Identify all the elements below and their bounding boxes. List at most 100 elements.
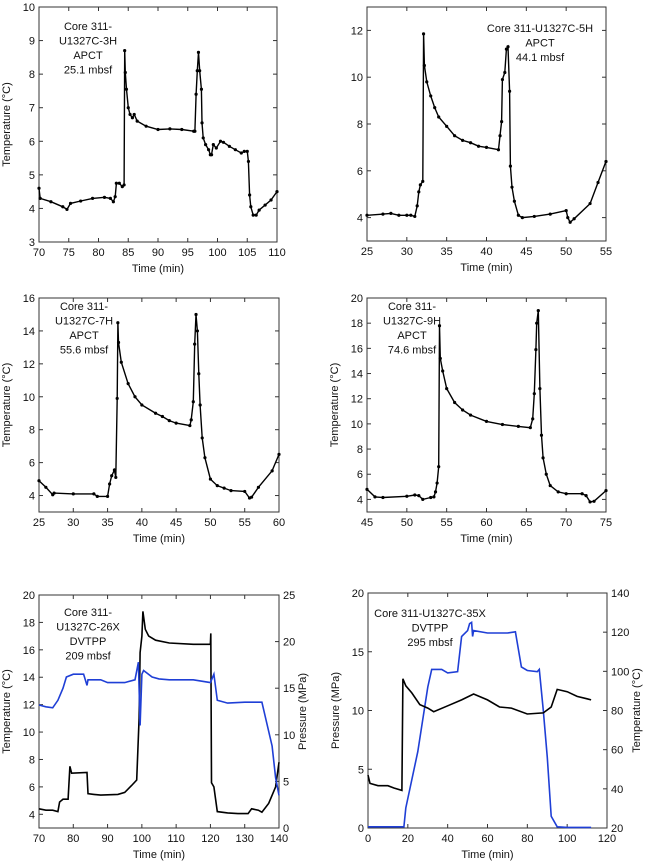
data-point <box>516 213 520 217</box>
data-point <box>227 144 231 148</box>
data-point <box>114 475 118 480</box>
data-point <box>112 468 117 472</box>
data-point <box>52 491 56 495</box>
data-point <box>167 419 171 423</box>
x-tick-label: 30 <box>67 517 79 529</box>
data-point <box>508 164 512 168</box>
data-point <box>421 179 425 183</box>
y-tick-label: 10 <box>23 392 35 404</box>
core-annotation: Core 311- <box>388 301 436 313</box>
y-tick-label: 8 <box>357 119 363 131</box>
data-point <box>270 469 274 473</box>
data-point <box>214 146 218 150</box>
series-line-1 <box>366 310 607 503</box>
chart-panel-1: 70 75 80 85 90 95 100 105 110 3 4 5 6 7 8 9 10 Time (min)… <box>1 2 286 275</box>
data-point <box>269 198 273 202</box>
y-tick-label: 5 <box>358 764 364 776</box>
data-point <box>113 195 117 199</box>
data-point <box>572 217 576 221</box>
core-annotation: DVTPP <box>412 623 449 635</box>
data-point <box>504 47 509 51</box>
core-annotation: Core 311- <box>64 607 112 619</box>
data-point <box>116 340 121 345</box>
data-point <box>277 452 281 456</box>
x-tick-label: 0 <box>365 833 371 845</box>
data-point <box>592 499 596 503</box>
data-point <box>429 94 433 98</box>
data-point <box>92 492 96 496</box>
core-annotation: U1327C-3H <box>59 36 117 48</box>
core-annotation: APCT <box>525 38 555 50</box>
chart-panel-6: 0 20 40 60 80 100 120 0 5 10 15 20 20 40 60 80 100 120 140… <box>330 588 643 861</box>
data-point <box>461 408 465 412</box>
data-point <box>520 216 524 220</box>
x-tick-label: 70 <box>560 517 572 529</box>
data-point <box>484 419 489 423</box>
data-point <box>534 348 538 352</box>
data-point <box>116 321 120 325</box>
x-tick-label: 75 <box>63 247 75 259</box>
x-tick-label: 55 <box>441 517 453 529</box>
y-right-tick-label: 20 <box>283 637 295 649</box>
data-point <box>239 151 243 155</box>
series-line-2 <box>38 661 280 796</box>
y-right-tick-label: 5 <box>283 776 289 788</box>
core-annotation: Core 311- <box>64 21 112 33</box>
data-point <box>365 487 369 491</box>
data-point <box>516 424 520 428</box>
x-axis-label: Time (min) <box>132 263 184 275</box>
data-point <box>180 127 184 132</box>
core-annotation: 295 mbsf <box>407 637 453 649</box>
y-axis-label: Pressure (MPa) <box>330 672 342 749</box>
y-tick-label: 4 <box>357 213 363 225</box>
data-point <box>453 400 457 405</box>
data-point <box>564 208 568 213</box>
data-point <box>476 144 481 148</box>
x-tick-label: 50 <box>401 517 413 529</box>
chart-panel-4: 45 50 55 60 65 70 75 4 6 8 10 12 14 16 18 20 Time (min) T… <box>329 293 612 545</box>
x-tick-label: 130 <box>236 833 254 845</box>
y-tick-label: 15 <box>352 647 364 659</box>
x-tick-label: 90 <box>101 833 113 845</box>
data-point <box>122 183 126 187</box>
data-point <box>438 356 442 361</box>
data-point <box>263 203 267 207</box>
data-point <box>215 484 219 488</box>
data-point <box>198 69 202 73</box>
data-point <box>405 494 409 498</box>
y-tick-label: 6 <box>29 782 35 794</box>
data-point <box>195 329 199 333</box>
data-point <box>584 494 588 498</box>
x-tick-label: 40 <box>136 517 148 529</box>
y-tick-label: 8 <box>357 444 363 456</box>
data-point <box>532 392 536 396</box>
data-point <box>188 423 192 428</box>
data-point <box>512 199 516 203</box>
data-point <box>193 129 197 133</box>
x-tick-label: 110 <box>268 247 286 259</box>
data-point <box>119 360 123 364</box>
data-point <box>566 216 570 220</box>
data-point <box>123 70 127 75</box>
data-point <box>588 201 592 206</box>
data-point <box>531 417 535 421</box>
data-point <box>115 396 119 401</box>
data-point <box>532 214 536 219</box>
core-annotation: 74.6 mbsf <box>388 345 437 357</box>
data-point <box>144 124 148 128</box>
data-point <box>468 413 473 417</box>
core-annotation: DVTPP <box>70 636 107 648</box>
x-tick-label: 60 <box>480 517 492 529</box>
y-tick-label: 16 <box>351 343 363 355</box>
data-point <box>65 207 69 212</box>
data-point <box>433 106 437 110</box>
data-point <box>200 436 204 440</box>
y-tick-label: 20 <box>352 588 364 600</box>
y-tick-label: 4 <box>357 494 363 506</box>
y-tick-label: 10 <box>352 706 364 718</box>
y-tick-label: 10 <box>351 72 363 84</box>
data-point <box>222 486 226 490</box>
x-tick-label: 100 <box>558 833 576 845</box>
x-tick-label: 50 <box>560 246 572 258</box>
data-point <box>199 87 204 91</box>
